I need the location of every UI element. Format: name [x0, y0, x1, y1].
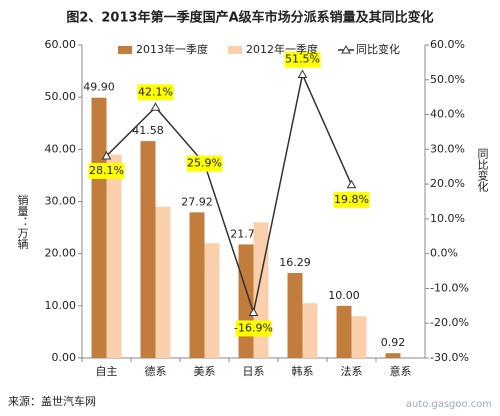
bar	[91, 97, 107, 359]
y2-tick-label: 50.0%	[430, 73, 465, 86]
y-axis-title: 销量：万辆	[16, 193, 29, 250]
label-box	[333, 191, 370, 208]
line-value-label: 19.8%	[334, 193, 369, 206]
legend-swatch	[118, 46, 132, 54]
x-tick-label: 日系	[243, 365, 265, 378]
bar-value-label: 10.00	[328, 289, 360, 302]
label-box	[235, 320, 272, 337]
y2-tick-label: 0.0%	[430, 247, 458, 260]
line-value-label: -16.9%	[234, 321, 273, 334]
line	[105, 72, 353, 316]
bar-value-label: 49.90	[83, 81, 115, 94]
bar	[351, 316, 367, 358]
label-box	[88, 162, 125, 179]
y2-tick-label: -30.0%	[430, 351, 469, 364]
bar-value-label: 0.92	[381, 336, 406, 349]
legend-marker	[341, 44, 351, 54]
line-value-label: 42.1%	[138, 85, 173, 98]
bar	[287, 273, 303, 358]
line-value-label: 28.1%	[89, 164, 124, 177]
source: 来源：盖世汽车网	[8, 394, 96, 408]
y2-tick-label: -20.0%	[430, 316, 469, 329]
bar	[336, 305, 352, 358]
x-tick-label: 美系	[194, 365, 216, 378]
y2-axis-title: 同比变化	[476, 148, 489, 193]
x-tick-label: 韩系	[292, 364, 314, 378]
label-box	[137, 84, 174, 101]
legend-label: 同比变化	[356, 42, 400, 56]
bar	[106, 154, 122, 358]
y2-tick-label: 20.0%	[430, 177, 465, 190]
y-tick-label: 20.00	[45, 247, 77, 260]
legend-label: 2013年一季度	[136, 42, 208, 56]
bar	[302, 303, 318, 358]
y-tick-label: 50.00	[45, 90, 77, 103]
bar	[253, 222, 269, 358]
y2-tick-label: 40.0%	[430, 108, 465, 121]
line-marker	[297, 69, 308, 79]
line-value-label: 51.5%	[285, 53, 320, 66]
y-tick-label: 30.00	[45, 195, 77, 208]
bar	[140, 141, 156, 358]
bar-value-label: 16.29	[279, 256, 311, 269]
y2-tick-label: 60.0%	[430, 38, 465, 51]
y2-tick-label: 30.0%	[430, 142, 465, 155]
x-tick-label: 意系	[390, 364, 412, 378]
chart-title: 图2、2013年第一季度国产A级车市场分派系销量及其同比变化	[66, 10, 433, 26]
line-marker	[248, 307, 259, 316]
y-tick-label: 10.00	[45, 299, 77, 312]
x-tick-label: 德系	[145, 364, 167, 378]
bar	[385, 353, 401, 358]
label-box	[284, 51, 321, 68]
watermark: auto.gasgoo.com	[406, 399, 492, 410]
line-marker	[346, 179, 357, 189]
y-tick-label: 60.00	[45, 38, 77, 51]
y-tick-label: 40.00	[45, 142, 77, 155]
y2-tick-label: 10.0%	[430, 212, 465, 225]
line-marker	[150, 102, 161, 111]
bar-value-label: 27.92	[181, 195, 213, 208]
legend-label: 2012年一季度	[246, 42, 318, 56]
line-marker	[101, 150, 112, 160]
bar	[238, 244, 254, 358]
legend-swatch	[228, 46, 242, 54]
label-box	[186, 155, 223, 172]
bar	[204, 243, 220, 358]
x-tick-label: 法系	[341, 364, 363, 378]
line-value-label: 25.9%	[187, 157, 222, 170]
bar-value-label: 41.58	[132, 124, 164, 137]
bar	[155, 206, 171, 358]
bar	[189, 212, 205, 358]
x-tick-label: 自主	[96, 365, 118, 378]
y2-tick-label: -10.0%	[430, 281, 469, 294]
y-tick-label: 0.00	[52, 351, 77, 364]
